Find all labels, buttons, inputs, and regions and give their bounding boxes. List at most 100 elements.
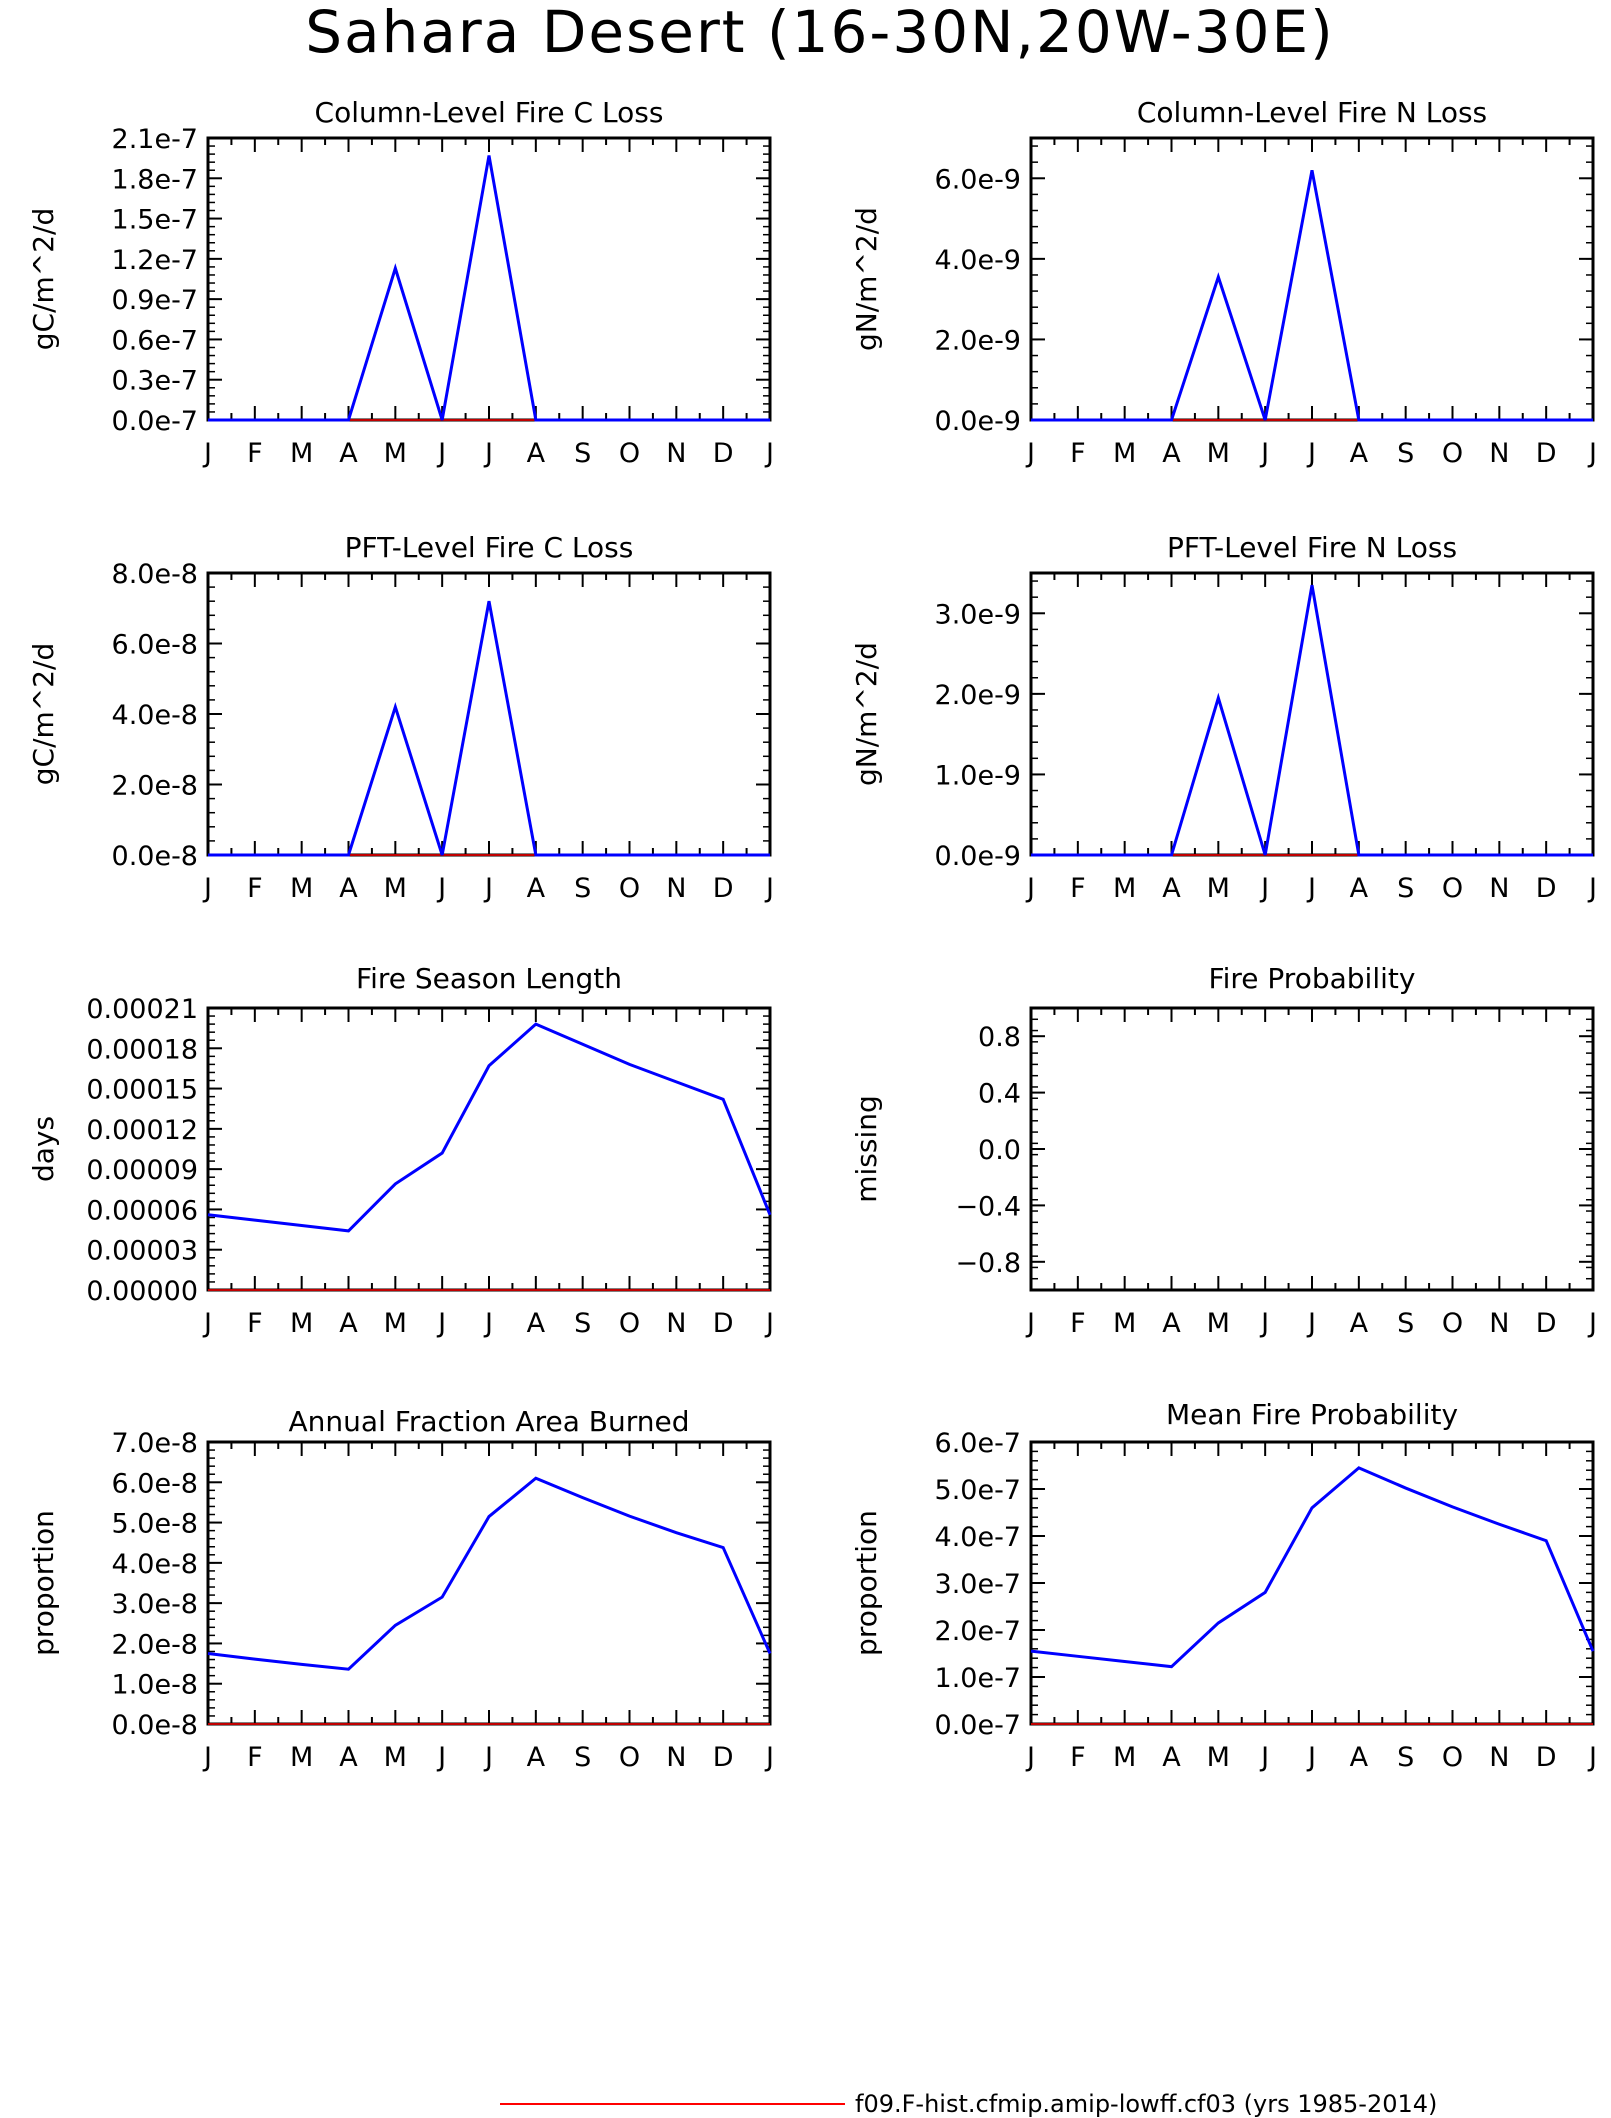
plot-frame [206,571,772,857]
x-tick-label: O [619,873,640,904]
x-tick-label: A [527,1742,546,1773]
plot-frame [1029,1006,1595,1292]
x-tick-label: M [384,1742,407,1773]
x-tick-label: F [1070,1308,1086,1339]
series-line [1030,1466,1595,1669]
x-tick-label: A [1350,438,1369,469]
x-tick-label: O [1442,438,1463,469]
x-tick-label: A [1162,1742,1181,1773]
y-tick-label: 3.0e-7 [935,1569,1021,1600]
y-axis-title: gN/m^2/d [850,642,883,786]
y-tick-label: 0.0e-9 [935,406,1021,437]
x-tick-label: M [290,873,313,904]
x-tick-label: S [574,873,591,904]
panel-title: Column-Level Fire C Loss [315,96,664,129]
y-axis-title: gN/m^2/d [850,207,883,351]
x-tick-label: J [1259,438,1269,469]
y-tick-label: 0.0e-9 [935,841,1021,872]
x-tick-label: J [764,1308,774,1339]
x-tick-label: D [1536,1742,1557,1773]
x-tick-label: F [247,438,263,469]
chart-panel: J F M A M J J A S O N D J0.000000.000030.000060.0000… [27,962,774,1339]
plot-frame [206,1006,772,1292]
y-tick-label: 1.2e-7 [112,245,198,276]
y-tick-label: 0.0e-7 [935,1710,1021,1741]
y-tick-label: 0.00000 [86,1276,198,1307]
y-tick-label: 0.4 [978,1079,1021,1110]
series-line [207,1022,772,1233]
y-axis-title: gC/m^2/d [27,643,60,786]
x-tick-label: J [1306,1742,1316,1773]
x-tick-label: A [1162,1308,1181,1339]
y-tick-label: 3.0e-9 [935,599,1021,630]
x-tick-label: M [384,438,407,469]
y-tick-label: −0.8 [955,1248,1021,1279]
x-tick-label: M [384,1308,407,1339]
y-tick-label: 0.0e-8 [112,841,198,872]
y-tick-label: 5.0e-7 [935,1475,1021,1506]
x-tick-label: N [1489,438,1509,469]
y-tick-label: 6.0e-9 [935,164,1021,195]
y-axis-title: gC/m^2/d [27,208,60,351]
x-tick-label: J [436,1308,446,1339]
y-tick-label: 0.8 [978,1022,1021,1053]
x-tick-label: J [1025,1308,1035,1339]
x-tick-label: J [1587,1742,1597,1773]
x-tick-label: S [574,1742,591,1773]
x-tick-label: D [713,1742,734,1773]
y-tick-label: 0.6e-7 [112,325,198,356]
y-tick-label: 7.0e-8 [112,1428,198,1459]
plot-frame [1029,571,1595,857]
y-tick-label: 2.0e-9 [935,325,1021,356]
y-tick-label: 5.0e-8 [112,1509,198,1540]
chart-panel: J F M A M J J A S O N D J0.0e-91.0e-92.0e-93.0e-9gN/… [850,531,1597,904]
x-tick-label: D [713,873,734,904]
x-tick-label: A [339,438,358,469]
x-tick-label: F [247,1308,263,1339]
y-tick-label: 1.5e-7 [112,205,198,236]
x-tick-label: S [1397,438,1414,469]
series-line [1031,584,1593,857]
x-tick-label: D [713,1308,734,1339]
x-tick-label: J [1306,873,1316,904]
chart-panel: J F M A M J J A S O N D J−0.8−0.40.00.40.8missingFir… [850,962,1597,1339]
x-tick-label: J [1259,1308,1269,1339]
x-tick-label: N [1489,873,1509,904]
x-tick-label: D [1536,1308,1557,1339]
x-tick-label: J [764,438,774,469]
y-tick-label: 0.0 [978,1135,1021,1166]
plot-frame [206,136,772,422]
x-tick-label: M [290,1742,313,1773]
x-tick-label: F [1070,1742,1086,1773]
chart-panel: J F M A M J J A S O N D J0.0e-71.0e-72.0e-73.0e-74.0… [850,1398,1597,1773]
x-tick-label: A [527,438,546,469]
x-tick-label: S [1397,1308,1414,1339]
y-tick-label: 8.0e-8 [112,559,198,590]
x-tick-label: O [619,1308,640,1339]
x-tick-label: J [1259,873,1269,904]
y-tick-label: 4.0e-8 [112,700,198,731]
y-tick-label: −0.4 [955,1191,1021,1222]
y-tick-label: 0.3e-7 [112,366,198,397]
x-tick-label: N [666,1742,686,1773]
x-tick-label: D [1536,873,1557,904]
y-tick-label: 0.00012 [86,1115,198,1146]
x-tick-label: M [1207,438,1230,469]
chart-panels: J F M A M J J A S O N D J0.0e-70.3e-70.6e-70.9e-71.2… [27,96,1597,1773]
x-tick-label: A [1350,873,1369,904]
x-tick-label: N [1489,1308,1509,1339]
y-tick-label: 0.0e-7 [112,406,198,437]
y-tick-label: 0.00015 [86,1075,198,1106]
series-line [208,155,770,422]
panel-title: Fire Probability [1209,962,1416,995]
y-tick-label: 4.0e-9 [935,245,1021,276]
x-tick-label: A [339,873,358,904]
y-tick-label: 0.00018 [86,1034,198,1065]
x-tick-label: J [436,873,446,904]
x-tick-label: J [202,1742,212,1773]
y-axis-title: days [27,1116,60,1182]
y-tick-label: 0.00021 [86,994,198,1025]
legend: f09.F-hist.cfmip.amip-lowff.cf03 (yrs 19… [500,2090,1437,2118]
x-tick-label: O [619,1742,640,1773]
x-tick-label: S [574,1308,591,1339]
